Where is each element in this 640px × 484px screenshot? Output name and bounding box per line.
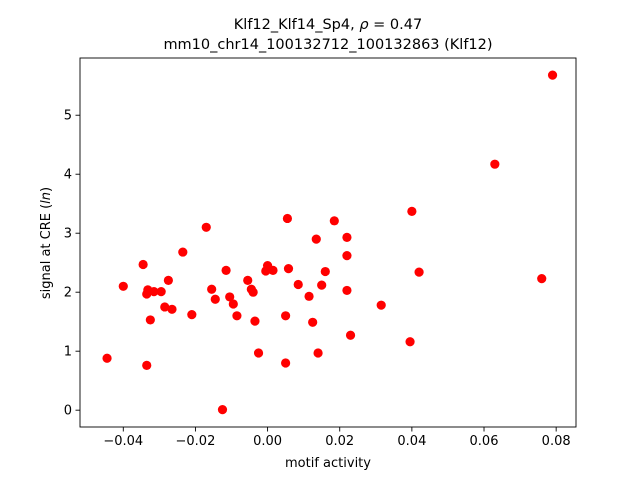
data-point (225, 292, 235, 302)
data-point (149, 287, 159, 297)
data-point (490, 159, 500, 169)
data-point (118, 281, 128, 291)
data-points (102, 70, 558, 415)
chart-title-line1: Klf12_Klf14_Sp4, ρ = 0.47 (234, 17, 422, 33)
data-point (342, 251, 352, 261)
data-point (248, 287, 258, 297)
data-point (281, 358, 291, 368)
data-point (187, 310, 197, 320)
data-point (345, 330, 356, 340)
data-point (228, 299, 238, 309)
axes-frame (79, 57, 577, 428)
data-point (283, 264, 294, 274)
data-point (201, 222, 211, 232)
y-tick-label: 4 (64, 168, 72, 183)
data-point (221, 265, 231, 275)
x-tick-label: −0.04 (103, 434, 143, 449)
data-point (268, 265, 278, 275)
data-point (167, 304, 177, 314)
x-tick-label: −0.02 (176, 434, 216, 449)
data-point (163, 275, 173, 286)
data-point (407, 206, 417, 216)
data-point (250, 316, 260, 326)
data-point (329, 216, 339, 226)
y-tick-label: 1 (64, 345, 72, 360)
x-axis-label: motif activity (285, 456, 371, 471)
y-tick-label: 2 (64, 286, 72, 301)
chart-title-line2: mm10_chr14_100132712_100132863 (Klf12) (163, 37, 492, 53)
data-point (547, 70, 558, 80)
data-point (210, 294, 220, 304)
data-point (217, 404, 228, 415)
x-tick-label: 0.06 (470, 434, 499, 449)
y-axis-label: signal at CRE (ln) (39, 187, 54, 299)
x-tick-label: 0.00 (253, 434, 282, 449)
data-point (160, 302, 170, 312)
data-point (207, 284, 217, 294)
data-point (156, 287, 166, 297)
data-point (313, 348, 323, 358)
data-point (293, 279, 303, 290)
data-point (232, 311, 242, 321)
data-point (142, 360, 152, 370)
data-point (311, 234, 321, 244)
data-point (317, 280, 327, 290)
data-point (376, 300, 386, 310)
data-point (320, 266, 330, 277)
data-point (304, 291, 314, 301)
y-tick-label: 3 (64, 227, 72, 242)
data-point (537, 274, 547, 284)
data-point (281, 311, 291, 321)
data-point (342, 285, 352, 296)
x-tick-label: 0.02 (325, 434, 354, 449)
data-point (102, 353, 112, 363)
data-point (145, 315, 155, 325)
data-point (138, 259, 148, 270)
x-tick-label: 0.04 (397, 434, 426, 449)
data-point (178, 247, 188, 257)
data-point (414, 267, 424, 277)
data-point (308, 317, 318, 327)
y-tick-label: 5 (64, 109, 72, 124)
y-tick-label: 0 (64, 404, 72, 419)
axis-ticks: −0.04 −0.02 0.00 0.02 0.04 0.06 0.08 0 1 2 3 4 5 (64, 109, 571, 449)
x-tick-label: 0.08 (542, 434, 571, 449)
data-point (243, 275, 253, 286)
data-point (405, 337, 415, 347)
data-point (253, 348, 264, 358)
data-point (282, 213, 293, 224)
data-point (342, 232, 352, 242)
